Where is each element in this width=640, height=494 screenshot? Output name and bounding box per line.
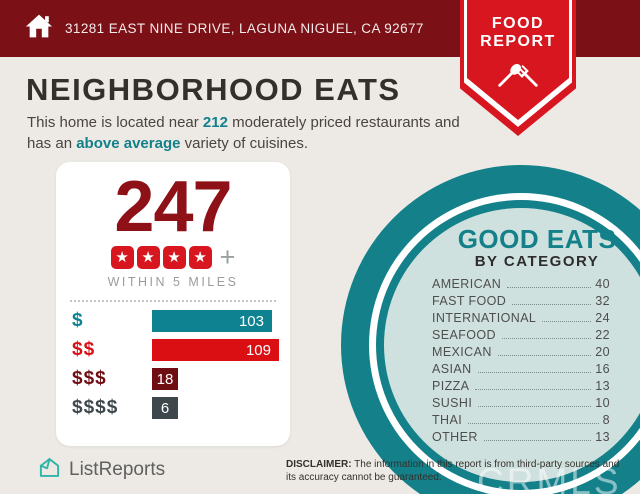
bar-row: $$$ 18 bbox=[56, 368, 290, 390]
disclaimer: DISCLAIMER: The information in this repo… bbox=[286, 458, 630, 484]
dotted-leader bbox=[483, 440, 592, 441]
category-value: 10 bbox=[595, 396, 610, 410]
listreports-house-icon bbox=[38, 456, 61, 484]
category-value: 22 bbox=[595, 328, 610, 342]
category-value: 16 bbox=[595, 362, 610, 376]
good-eats-subtitle: BY CATEGORY bbox=[474, 253, 600, 270]
property-address: 31281 EAST NINE DRIVE, LAGUNA NIGUEL, CA… bbox=[65, 21, 424, 36]
bar-value: 109 bbox=[245, 341, 271, 359]
category-name: AMERICAN bbox=[432, 277, 502, 291]
category-row: SEAFOOD 22 bbox=[432, 328, 610, 345]
price-tier-label: $ bbox=[72, 310, 84, 331]
listreports-logo: ListReports bbox=[38, 456, 165, 484]
star-icon: ★ bbox=[162, 246, 186, 269]
bar: 6 bbox=[152, 397, 178, 419]
price-tier-label: $$ bbox=[72, 339, 96, 360]
category-list: AMERICAN 40 FAST FOOD 32 INTERNATIONAL 24 S… bbox=[432, 277, 610, 447]
star-icon: ★ bbox=[136, 246, 160, 269]
price-tier-label: $$$ bbox=[72, 368, 107, 389]
dotted-leader bbox=[512, 304, 592, 305]
badge-title-line2: REPORT bbox=[480, 33, 556, 50]
dotted-leader bbox=[507, 287, 592, 288]
star-rating: ★ ★ ★ ★ + bbox=[56, 242, 290, 272]
bar-value: 6 bbox=[160, 399, 170, 417]
category-row: OTHER 13 bbox=[432, 430, 610, 447]
dotted-leader bbox=[475, 389, 592, 390]
category-name: ASIAN bbox=[432, 362, 472, 376]
badge-title-line1: FOOD bbox=[491, 15, 545, 32]
price-tier-label: $$$$ bbox=[72, 397, 119, 418]
category-name: OTHER bbox=[432, 430, 478, 444]
star-icon: ★ bbox=[110, 246, 134, 269]
category-row: THAI 8 bbox=[432, 413, 610, 430]
bar-value: 18 bbox=[156, 370, 174, 388]
radius-caption: WITHIN 5 MILES bbox=[107, 275, 239, 289]
bar-row: $$ 109 bbox=[56, 339, 290, 361]
dotted-leader bbox=[468, 423, 599, 424]
bar-row: $ 103 bbox=[56, 310, 290, 332]
category-row: FAST FOOD 32 bbox=[432, 294, 610, 311]
restaurant-total: 247 bbox=[114, 167, 232, 247]
category-row: PIZZA 13 bbox=[432, 379, 610, 396]
category-value: 24 bbox=[595, 311, 610, 325]
category-name: FAST FOOD bbox=[432, 294, 507, 308]
category-row: ASIAN 16 bbox=[432, 362, 610, 379]
crmls-watermark: CRMLS bbox=[477, 461, 622, 494]
category-value: 20 bbox=[595, 345, 610, 359]
variety-highlight: above average bbox=[76, 135, 181, 152]
category-name: THAI bbox=[432, 413, 463, 427]
bar: 103 bbox=[152, 310, 272, 332]
category-row: MEXICAN 20 bbox=[432, 345, 610, 362]
dotted-leader bbox=[542, 321, 592, 322]
house-icon bbox=[25, 12, 53, 45]
dotted-leader bbox=[501, 338, 592, 339]
dotted-divider bbox=[70, 300, 276, 302]
category-value: 32 bbox=[595, 294, 610, 308]
dotted-leader bbox=[478, 406, 592, 407]
category-value: 13 bbox=[595, 379, 610, 393]
intro-line1-post: moderately priced restaurants and bbox=[227, 114, 460, 131]
page-title: NEIGHBORHOOD EATS bbox=[26, 72, 401, 107]
intro-line2-post: variety of cuisines. bbox=[180, 135, 309, 152]
star-icon: ★ bbox=[188, 246, 212, 269]
category-value: 40 bbox=[595, 277, 610, 291]
stats-card: 247 ★ ★ ★ ★ + WITHIN 5 MILES $ 103 $$ 10… bbox=[56, 162, 290, 446]
plus-icon: + bbox=[219, 242, 236, 272]
category-row: INTERNATIONAL 24 bbox=[432, 311, 610, 328]
category-value: 8 bbox=[602, 413, 610, 427]
disclaimer-label: DISCLAIMER: bbox=[286, 459, 352, 470]
good-eats-circle-fill bbox=[384, 208, 640, 482]
category-name: INTERNATIONAL bbox=[432, 311, 537, 325]
category-row: AMERICAN 40 bbox=[432, 277, 610, 294]
bar: 109 bbox=[152, 339, 279, 361]
intro-line2-pre: has an bbox=[27, 135, 77, 152]
intro-text: This home is located near 212 moderately… bbox=[27, 112, 497, 154]
good-eats-title: GOOD EATS bbox=[457, 224, 617, 254]
disclaimer-text: The information in this report is from t… bbox=[286, 459, 620, 483]
intro-line1-pre: This home is located near bbox=[27, 114, 203, 131]
category-name: SUSHI bbox=[432, 396, 473, 410]
dotted-leader bbox=[497, 355, 592, 356]
bar-value: 103 bbox=[238, 312, 264, 330]
category-name: PIZZA bbox=[432, 379, 470, 393]
restaurant-count-highlight: 212 bbox=[202, 114, 228, 131]
badge-content: FOOD REPORT bbox=[460, 0, 576, 103]
category-value: 13 bbox=[595, 430, 610, 444]
brand-name: ListReports bbox=[69, 459, 166, 480]
category-row: SUSHI 10 bbox=[432, 396, 610, 413]
category-name: SEAFOOD bbox=[432, 328, 496, 342]
utensils-icon bbox=[460, 58, 576, 103]
dotted-leader bbox=[477, 372, 592, 373]
bar-row: $$$$ 6 bbox=[56, 397, 290, 419]
category-name: MEXICAN bbox=[432, 345, 492, 359]
bar: 18 bbox=[152, 368, 178, 390]
price-bar-chart: $ 103 $$ 109 $$$ 18 $$$$ 6 bbox=[56, 310, 290, 419]
